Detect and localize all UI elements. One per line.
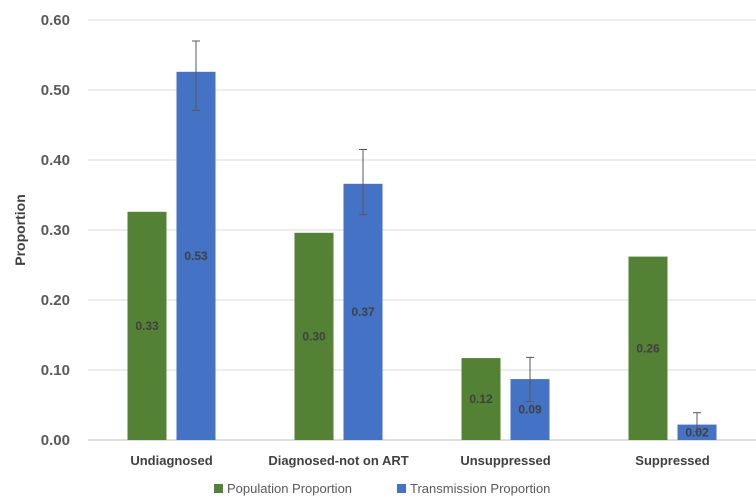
error-bars	[192, 40, 701, 433]
bar-transmission	[343, 183, 383, 441]
x-category-label: Diagnosed-not on ART	[268, 453, 408, 468]
x-category-label: Unsuppressed	[460, 453, 550, 468]
y-tick-label: 0.20	[41, 292, 70, 309]
y-tick-label: 0.40	[41, 152, 70, 169]
bars	[127, 71, 717, 441]
y-tick-label: 0.10	[41, 362, 70, 379]
y-tick-label: 0.30	[41, 222, 70, 239]
data-label: 0.09	[518, 403, 542, 417]
y-tick-label: 0.50	[41, 82, 70, 99]
bar-transmission	[677, 424, 717, 440]
bar-population	[127, 211, 167, 440]
data-label: 0.37	[351, 305, 375, 319]
data-label: 0.26	[636, 341, 660, 355]
bar-transmission	[176, 71, 216, 441]
data-label: 0.33	[135, 319, 159, 333]
bar-population	[461, 358, 501, 440]
x-category-label: Suppressed	[635, 453, 709, 468]
y-axis-ticks: 0.00 0.10 0.20 0.30 0.40 0.50 0.60	[41, 12, 70, 449]
y-tick-label: 0.00	[41, 432, 70, 449]
legend-swatch	[214, 484, 223, 493]
y-axis-title: Proportion	[12, 194, 28, 266]
y-tick-label: 0.60	[41, 12, 70, 29]
x-axis-categories: Undiagnosed Diagnosed-not on ART Unsuppres…	[130, 453, 709, 468]
bar-population	[628, 256, 668, 440]
legend-swatch	[397, 484, 406, 493]
data-label: 0.30	[302, 329, 326, 343]
legend: Population Proportion Transmission Propor…	[214, 481, 550, 496]
legend-label: Population Proportion	[227, 481, 352, 496]
legend-label: Transmission Proportion	[410, 481, 550, 496]
data-label: 0.02	[685, 425, 709, 439]
data-labels: 0.33 0.53 0.30 0.37 0.12 0.09 0.26 0.02	[135, 249, 709, 439]
bar-population	[294, 232, 334, 440]
data-label: 0.12	[469, 392, 493, 406]
x-category-label: Undiagnosed	[130, 453, 212, 468]
data-label: 0.53	[184, 249, 208, 263]
